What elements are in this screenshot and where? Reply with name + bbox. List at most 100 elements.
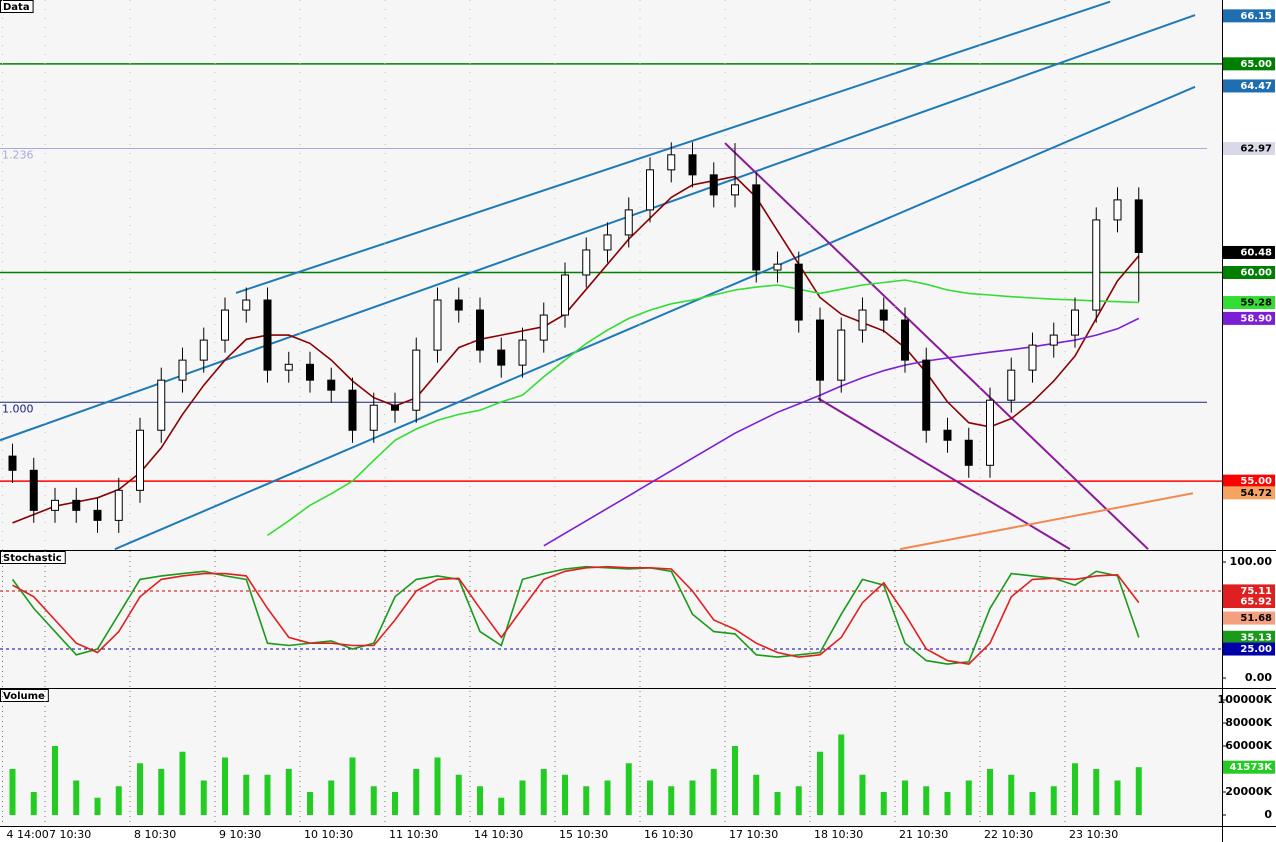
candle-body — [178, 359, 187, 381]
x-tick-label: 22 10:30 — [984, 828, 1033, 841]
candle-body — [327, 379, 336, 391]
volume-bar — [838, 734, 845, 816]
price-tag-label: 60.00 — [1240, 267, 1272, 278]
candle-body — [114, 489, 123, 521]
volume-bar — [625, 763, 632, 816]
candle-body — [72, 499, 81, 511]
volume-bar — [413, 769, 420, 816]
volume-bar — [52, 745, 58, 816]
candle-body — [964, 439, 973, 466]
x-tick-label: 15 10:30 — [559, 828, 608, 841]
price-tag — [1223, 760, 1275, 774]
candle-body — [391, 404, 399, 411]
y-tick-label: 20000K — [1225, 785, 1272, 798]
candle-body — [731, 184, 739, 196]
price-tag-label: 41573K — [1229, 762, 1273, 773]
volume-bar — [540, 769, 547, 816]
candle-body — [51, 499, 59, 511]
candle-body — [901, 319, 909, 361]
candle-body — [539, 314, 548, 341]
x-tick-label: 16 10:30 — [644, 828, 693, 841]
volume-bar — [200, 780, 207, 816]
candle-body — [518, 339, 527, 366]
price-tag — [1223, 595, 1275, 609]
panel-layer — [0, 0, 1222, 550]
price-tag — [1223, 630, 1275, 644]
price-tag — [1223, 474, 1275, 488]
candle-body — [561, 274, 569, 316]
price-tag — [1223, 245, 1275, 259]
trendline — [724, 142, 1149, 550]
x-tick-label: 21 10:30 — [899, 828, 948, 841]
candle-body — [136, 429, 144, 491]
volume-bar — [1135, 767, 1142, 816]
volume-bar — [158, 769, 165, 816]
price-tag-label: 51.68 — [1240, 613, 1272, 624]
price-tag-label: 66.15 — [1240, 11, 1272, 22]
line-series — [267, 279, 1139, 537]
candle-body — [348, 389, 357, 431]
candle-body — [412, 349, 421, 411]
candle-body — [242, 299, 251, 311]
y-tick-label: 100000K — [1218, 693, 1273, 706]
volume-bar — [179, 751, 186, 816]
volume-bar — [1008, 774, 1015, 816]
candle-body — [624, 209, 633, 236]
candle-body — [306, 363, 314, 381]
price-tag-label: 35.13 — [1240, 632, 1272, 643]
candle-body — [667, 154, 676, 171]
volume-bar — [115, 786, 122, 816]
stochastic-panel — [0, 551, 1222, 688]
x-tick-label: 9 10:30 — [219, 828, 261, 841]
candle-body — [879, 309, 888, 321]
price-tag-label: 65.00 — [1240, 59, 1272, 70]
candle-body — [858, 309, 867, 331]
price-tag-label: 55.00 — [1240, 476, 1272, 487]
fib-label: 1.236 — [2, 149, 34, 162]
volume-bar — [902, 780, 908, 816]
price-tag — [1223, 584, 1275, 598]
price-tag — [1223, 57, 1275, 71]
candle-body — [497, 349, 506, 366]
panel-title-box — [0, 551, 66, 564]
volume-bar — [1093, 769, 1100, 816]
x-tick-label: 11 10:30 — [389, 828, 438, 841]
price-tag — [1223, 265, 1275, 279]
candle-body — [93, 509, 102, 521]
y-tick-label: 0.00 — [1245, 671, 1272, 684]
price-tag — [1223, 642, 1275, 656]
candle-body — [369, 404, 378, 431]
volume-bar — [1050, 786, 1057, 816]
panel-title: Volume — [3, 691, 45, 702]
candle-body — [29, 469, 38, 511]
line-series — [12, 565, 1140, 665]
candle-body — [1028, 344, 1037, 371]
volume-bar — [455, 774, 462, 816]
price-tag — [1223, 142, 1275, 156]
price-tag — [1223, 9, 1275, 23]
candle-body — [433, 299, 442, 351]
y-tick-label: 100.00 — [1230, 555, 1273, 568]
volume-bar — [944, 792, 951, 816]
price-tag — [1223, 311, 1275, 325]
candle-body — [1049, 334, 1058, 346]
volume-bar — [307, 792, 313, 816]
candle-body — [476, 309, 484, 351]
volume-bar — [434, 757, 441, 816]
y-tick-label: 60000K — [1225, 739, 1272, 752]
volume-bar — [73, 780, 80, 816]
price-tag-label: 60.48 — [1240, 247, 1272, 258]
candle-body — [1007, 369, 1016, 401]
candle-body — [943, 429, 952, 441]
candle-body — [794, 263, 803, 321]
volume-bar — [859, 774, 866, 816]
trendline — [235, 0, 1111, 294]
y-tick-label: 0 — [1264, 808, 1272, 821]
volume-bar — [647, 780, 653, 816]
candle-body — [816, 319, 824, 381]
volume-bar — [689, 780, 696, 816]
volume-bar — [30, 792, 37, 816]
volume-bar — [498, 797, 505, 816]
y-tick-label: 80000K — [1225, 716, 1272, 729]
